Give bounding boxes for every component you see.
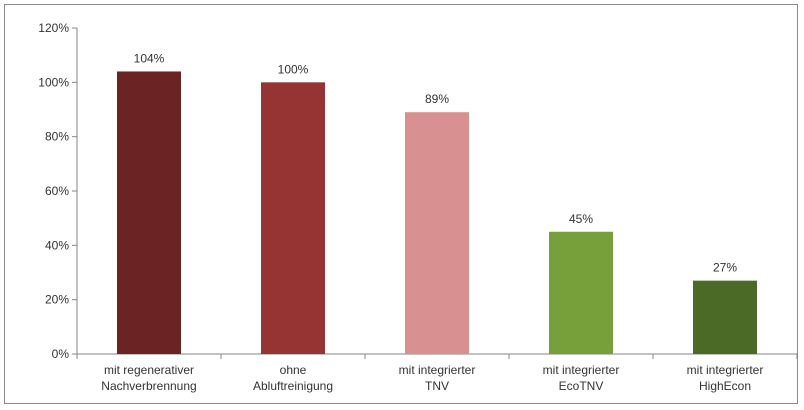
data-label: 89% bbox=[425, 92, 449, 106]
data-label: 27% bbox=[713, 261, 737, 275]
bar bbox=[693, 280, 757, 354]
bars bbox=[117, 71, 757, 354]
x-tick-label: mit regenerativer Nachverbrennung bbox=[101, 363, 196, 393]
x-tick-label: mit integrierter TNV bbox=[399, 363, 476, 393]
bar-chart: 0% 20% 40% 60% 80% 100% 120% 104% mit regenerat… bbox=[38, 21, 798, 393]
data-label: 104% bbox=[134, 51, 165, 65]
chart-frame: 0% 20% 40% 60% 80% 100% 120% 104% mit regenerat… bbox=[4, 4, 798, 404]
x-tick-label: mit integrierter HighEcon bbox=[687, 363, 764, 393]
y-tick-label: 40% bbox=[45, 238, 69, 252]
bar bbox=[549, 231, 613, 354]
axes: 0% 20% 40% 60% 80% 100% 120% bbox=[38, 21, 798, 361]
labels: 104% mit regenerativer Nachverbrennung 100%… bbox=[101, 51, 763, 393]
data-label: 45% bbox=[569, 212, 593, 226]
y-tick-label: 80% bbox=[45, 130, 69, 144]
y-tick-label: 100% bbox=[38, 75, 69, 89]
y-tick-label: 120% bbox=[38, 21, 69, 35]
data-label: 100% bbox=[278, 62, 309, 76]
y-tick-label: 60% bbox=[45, 184, 69, 198]
y-tick-label: 0% bbox=[52, 347, 70, 361]
x-tick-label: ohne Abluftreinigung bbox=[253, 363, 333, 393]
bar bbox=[117, 71, 181, 354]
bar bbox=[405, 112, 469, 354]
x-tick-label: mit integrierter EcoTNV bbox=[543, 363, 620, 393]
y-tick-label: 20% bbox=[45, 293, 69, 307]
bar bbox=[261, 82, 325, 354]
